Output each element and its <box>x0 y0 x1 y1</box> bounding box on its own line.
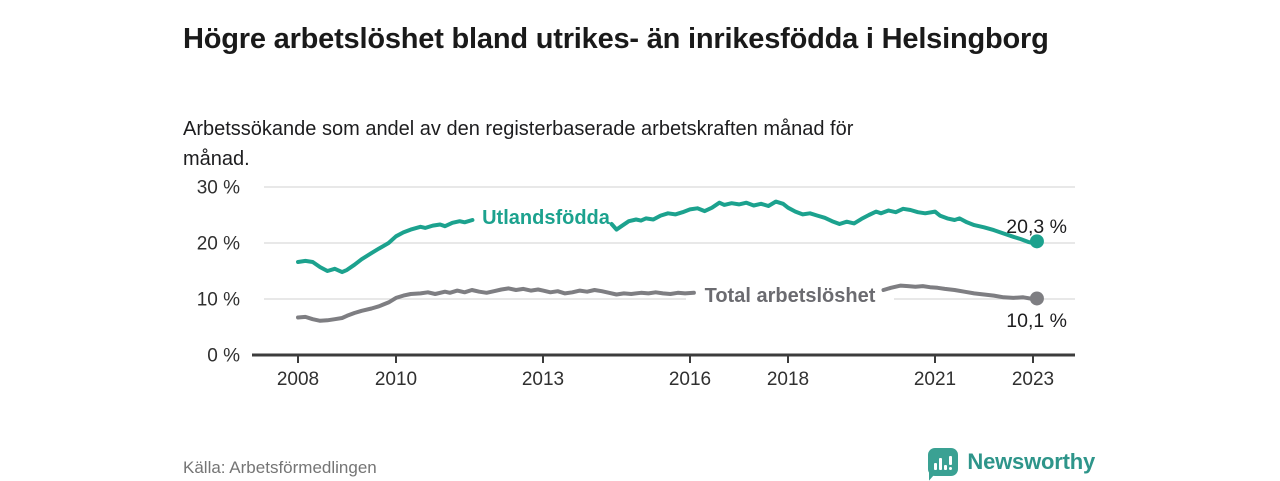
series-label: Utlandsfödda <box>482 207 611 229</box>
series-line <box>881 283 1039 301</box>
series-end-dot <box>1029 234 1044 249</box>
x-tick-label: 2023 <box>1012 369 1054 390</box>
series-value-label: 10,1 % <box>1006 310 1067 332</box>
logo-bar-icon <box>939 458 943 470</box>
y-tick-label: 20 % <box>197 234 240 255</box>
series-end-dot <box>1029 291 1044 306</box>
y-tick-label: 0 % <box>207 346 240 367</box>
source-attribution: Källa: Arbetsförmedlingen <box>183 458 377 477</box>
newsworthy-brand-name: Newsworthy <box>967 449 1095 474</box>
x-tick-label: 2010 <box>375 369 417 390</box>
y-tick-label: 10 % <box>197 290 240 311</box>
y-tick-label: 30 % <box>197 178 240 199</box>
series-line <box>296 286 696 323</box>
logo-bar-icon <box>944 465 948 470</box>
x-tick-label: 2008 <box>277 369 319 390</box>
logo-exclamation-icon <box>949 456 953 470</box>
series-label-backing <box>468 202 620 234</box>
x-tick-label: 2021 <box>914 369 956 390</box>
chart-subtitle: Arbetssökande som andel av den registerb… <box>183 118 854 170</box>
x-tick-label: 2018 <box>767 369 809 390</box>
page-title: Högre arbetslöshet bland utrikes- än inr… <box>183 23 1049 56</box>
x-tick-label: 2016 <box>669 369 711 390</box>
series-label: Total arbetslöshet <box>705 285 876 307</box>
series-line <box>296 218 475 275</box>
newsworthy-brand: Newsworthy <box>928 446 1095 478</box>
series-line <box>609 199 1039 245</box>
series-value-label: 20,3 % <box>1006 216 1067 238</box>
newsworthy-logo-icon <box>928 448 959 476</box>
logo-bar-icon <box>934 463 938 470</box>
series-label-backing <box>686 280 894 310</box>
x-tick-label: 2013 <box>522 369 564 390</box>
